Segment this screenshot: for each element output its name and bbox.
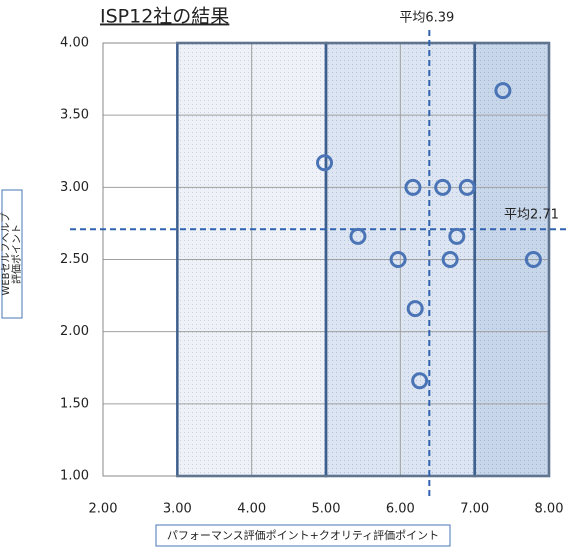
point — [448, 227, 466, 245]
y-label-box — [1, 189, 23, 319]
point — [434, 178, 452, 196]
x-tick-label: 3.00 — [163, 502, 192, 517]
point — [404, 178, 422, 196]
y-axis-label: 評価ポイント — [10, 224, 23, 284]
plot-border — [102, 42, 550, 477]
x-tick-label: 4.00 — [237, 502, 266, 517]
point — [494, 82, 512, 100]
x-tick-label: 6.00 — [386, 502, 415, 517]
y-tick-label: 3.00 — [60, 180, 89, 195]
y-tick-label: 4.00 — [60, 36, 89, 51]
y-tick-label: 2.50 — [60, 252, 89, 267]
x-tick-label: 2.00 — [89, 502, 118, 517]
y-tick-label: 2.00 — [60, 324, 89, 339]
y-tick-label: 3.50 — [60, 108, 89, 123]
point — [441, 251, 459, 268]
point — [389, 251, 407, 268]
y-tick-label: 1.00 — [60, 469, 89, 484]
y-axis-label: WEBセルフヘルプ — [0, 212, 12, 295]
chart-title: ISP12社の結果 — [100, 6, 229, 28]
mean-x-label: 平均6.39 — [399, 11, 454, 26]
y-tick-label: 1.50 — [60, 396, 89, 411]
x-label-box — [155, 524, 451, 547]
point — [316, 154, 334, 172]
x-tick-label: 5.00 — [312, 502, 341, 517]
point — [411, 372, 429, 390]
x-axis-label: パフォーマンス評価ポイント+クオリティ評価ポイント — [167, 528, 439, 542]
point — [524, 251, 542, 268]
x-tick-label: 7.00 — [460, 502, 489, 517]
point — [458, 178, 476, 196]
point — [406, 300, 424, 318]
mean-y-label: 平均2.71 — [504, 208, 559, 223]
point — [349, 227, 367, 245]
x-tick-label: 8.00 — [535, 502, 564, 517]
